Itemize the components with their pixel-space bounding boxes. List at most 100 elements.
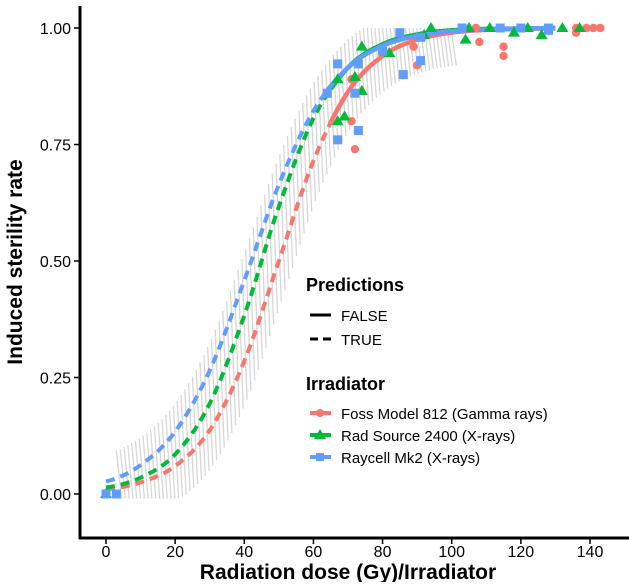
data-point-square	[378, 46, 388, 56]
data-point-triangle	[556, 22, 569, 32]
ribbon-hatch	[332, 55, 339, 151]
ribbon-hatch	[149, 429, 157, 499]
ribbon-hatch	[313, 81, 320, 192]
ribbon-hatch	[241, 259, 248, 400]
legend-label: Rad Source 2400 (X-rays)	[341, 428, 515, 445]
x-tick-label: 60	[305, 544, 323, 561]
data-point-circle	[350, 144, 360, 154]
ribbon-hatch	[195, 369, 203, 481]
y-axis-ticks: 0.00 0.25 0.50 0.75 1.00	[40, 21, 79, 504]
y-tick-label: 1.00	[40, 21, 71, 38]
ribbon-hatch	[317, 75, 324, 183]
ribbon-hatch	[226, 300, 233, 434]
ribbon-hatch	[298, 110, 305, 234]
predicted-curve-dashed	[105, 87, 333, 490]
ribbon-hatch	[134, 440, 142, 499]
data-point-square	[353, 126, 363, 136]
data-point-circle	[409, 42, 418, 51]
ribbon-hatch	[142, 435, 149, 499]
ribbon-hatch	[343, 42, 351, 130]
ribbon-hatch	[381, 27, 389, 89]
x-tick-label: 0	[102, 544, 111, 561]
data-point-square	[516, 23, 526, 33]
ribbon-hatch	[305, 95, 313, 212]
ribbon-hatch	[302, 102, 309, 223]
ribbon-hatch	[187, 383, 195, 488]
predicted-curve-dashed	[105, 93, 326, 484]
data-point-square	[395, 28, 405, 38]
y-axis-title: Induced sterility rate	[4, 159, 27, 364]
ribbon-hatch	[309, 88, 317, 202]
observed-points	[100, 22, 605, 499]
predicted-curve-dashed	[105, 121, 333, 492]
legend-label: Foss Model 812 (Gamma rays)	[341, 406, 548, 423]
data-point-square	[544, 23, 554, 33]
x-tick-label: 140	[577, 544, 604, 561]
legend-irradiator-title: Irradiator	[306, 374, 385, 394]
data-point-triangle	[507, 26, 520, 37]
ribbon-hatch	[321, 69, 328, 175]
ribbon-hatch	[165, 415, 172, 499]
x-tick-label: 100	[438, 544, 465, 561]
data-point-triangle	[459, 33, 472, 44]
x-tick-label: 40	[235, 544, 253, 561]
data-point-circle	[475, 37, 484, 47]
ribbon-hatch	[252, 227, 260, 371]
legend: Predictions FALSE TRUE Irradiator Foss M…	[306, 275, 548, 467]
ribbon-hatch	[203, 354, 210, 472]
data-point-square	[416, 56, 426, 66]
x-axis-ticks: 0 20 40 60 80 100 120 140	[102, 539, 604, 561]
ribbon-hatch	[355, 32, 362, 114]
ribbon-hatch	[161, 419, 168, 499]
legend-label: Raycell Mk2 (X-rays)	[341, 450, 480, 467]
ribbon-hatch	[214, 329, 222, 454]
ribbon-hatch	[127, 445, 134, 499]
y-tick-label: 0.50	[40, 254, 71, 271]
legend-predictions-true: TRUE	[341, 332, 382, 349]
ribbon-hatch	[157, 422, 165, 499]
data-point-triangle	[348, 70, 361, 81]
data-point-square	[333, 135, 343, 145]
data-point-triangle	[331, 115, 344, 126]
data-point-square	[495, 23, 505, 33]
ribbon-hatch	[324, 64, 332, 166]
ribbon-hatch	[378, 27, 385, 92]
y-tick-label: 0.75	[40, 138, 71, 155]
x-tick-label: 20	[166, 544, 184, 561]
x-tick-label: 120	[508, 544, 535, 561]
ribbon-hatch	[153, 426, 161, 499]
y-tick-label: 0.25	[40, 371, 71, 388]
data-point-triangle	[424, 22, 437, 32]
legend-predictions-title: Predictions	[306, 275, 404, 295]
ribbon-hatch	[362, 27, 370, 106]
confidence-ribbon	[115, 27, 457, 499]
data-point-square	[398, 70, 408, 80]
data-point-triangle	[331, 73, 344, 84]
legend-predictions-false: FALSE	[341, 308, 388, 325]
data-point-triangle	[535, 28, 548, 39]
legend-triangle-marker-icon	[314, 429, 326, 439]
data-point-triangle	[338, 110, 351, 121]
data-point-circle	[596, 23, 605, 33]
data-point-square	[333, 59, 343, 69]
data-point-square	[322, 88, 332, 98]
x-tick-label: 80	[374, 544, 392, 561]
ribbon-hatch	[256, 216, 263, 360]
ribbon-hatch	[176, 400, 184, 498]
data-point-square	[353, 59, 363, 69]
ribbon-hatch	[210, 338, 218, 461]
data-point-square	[416, 32, 426, 42]
data-point-square	[457, 23, 467, 33]
ribbon-hatch	[146, 432, 153, 499]
data-point-square	[350, 88, 360, 98]
data-point-triangle	[573, 22, 586, 32]
ribbon-hatch	[393, 27, 400, 82]
data-point-circle	[589, 23, 598, 33]
legend-circle-marker-icon	[316, 409, 324, 417]
data-point-square	[111, 489, 121, 499]
data-point-triangle	[355, 40, 368, 51]
data-point-triangle	[483, 22, 496, 32]
legend-square-marker-icon	[316, 453, 324, 461]
data-point-square	[101, 489, 111, 499]
